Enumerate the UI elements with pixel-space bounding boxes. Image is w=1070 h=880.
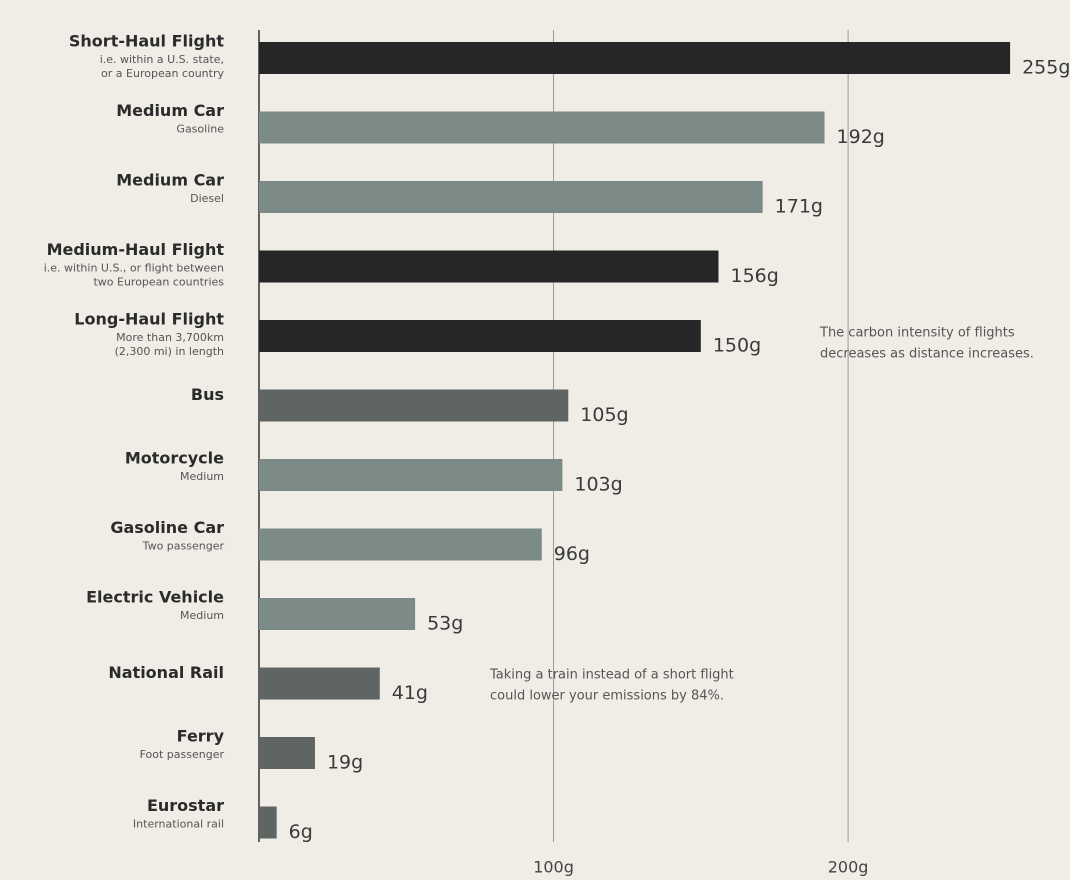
category-label: Gasoline Car xyxy=(110,518,224,537)
bar xyxy=(259,389,569,422)
category-subtitle: International rail xyxy=(133,818,224,831)
category-subtitle: two European countries xyxy=(93,276,224,289)
value-label: 41g xyxy=(392,682,428,704)
category-label: Short-Haul Flight xyxy=(69,32,224,51)
category-label: Medium-Haul Flight xyxy=(47,240,225,259)
category-label: National Rail xyxy=(108,663,224,682)
category-subtitle: (2,300 mi) in length xyxy=(115,345,224,358)
category-subtitle: Gasoline xyxy=(176,123,224,136)
bar xyxy=(259,806,277,839)
value-label: 255g xyxy=(1022,57,1070,79)
category-subtitle: Medium xyxy=(180,609,224,622)
bar xyxy=(259,181,763,213)
value-label: 53g xyxy=(427,613,463,635)
bar xyxy=(259,667,380,700)
category-subtitle: Diesel xyxy=(190,192,224,205)
category-subtitle: Foot passenger xyxy=(140,748,225,761)
category-label: Ferry xyxy=(177,727,225,746)
category-label: Eurostar xyxy=(147,796,224,815)
value-label: 103g xyxy=(574,474,622,496)
bar xyxy=(259,42,1011,74)
value-label: 6g xyxy=(289,821,313,843)
x-tick-label: 100g xyxy=(533,858,574,877)
category-label: Long-Haul Flight xyxy=(74,310,224,329)
bar xyxy=(259,737,315,769)
value-label: 171g xyxy=(775,196,823,218)
category-subtitle: Two passenger xyxy=(142,540,225,553)
annotation: The carbon intensity of flights xyxy=(819,326,1015,341)
category-subtitle: or a European country xyxy=(101,67,224,80)
annotation: Taking a train instead of a short flight xyxy=(489,668,734,683)
value-label: 19g xyxy=(327,752,363,774)
category-label: Motorcycle xyxy=(125,449,224,468)
category-subtitle: Medium xyxy=(180,470,224,483)
bar xyxy=(259,459,563,491)
bar xyxy=(259,320,701,352)
annotation: decreases as distance increases. xyxy=(820,347,1034,362)
category-subtitle: More than 3,700km xyxy=(116,331,224,344)
bar xyxy=(259,598,416,630)
category-label: Medium Car xyxy=(116,171,224,190)
bar xyxy=(259,111,825,144)
category-subtitle: i.e. within U.S., or flight between xyxy=(44,262,224,275)
value-label: 192g xyxy=(837,126,885,148)
bar xyxy=(259,250,719,283)
value-label: 156g xyxy=(730,265,778,287)
category-label: Bus xyxy=(191,385,224,404)
value-label: 150g xyxy=(713,335,761,357)
annotation: could lower your emissions by 84%. xyxy=(490,689,724,704)
category-label: Medium Car xyxy=(116,101,224,120)
x-tick-label: 200g xyxy=(828,858,869,877)
bar xyxy=(259,528,542,561)
category-label: Electric Vehicle xyxy=(86,588,224,607)
value-label: 96g xyxy=(554,543,590,565)
value-label: 105g xyxy=(580,404,628,426)
category-subtitle: i.e. within a U.S. state, xyxy=(100,53,224,66)
